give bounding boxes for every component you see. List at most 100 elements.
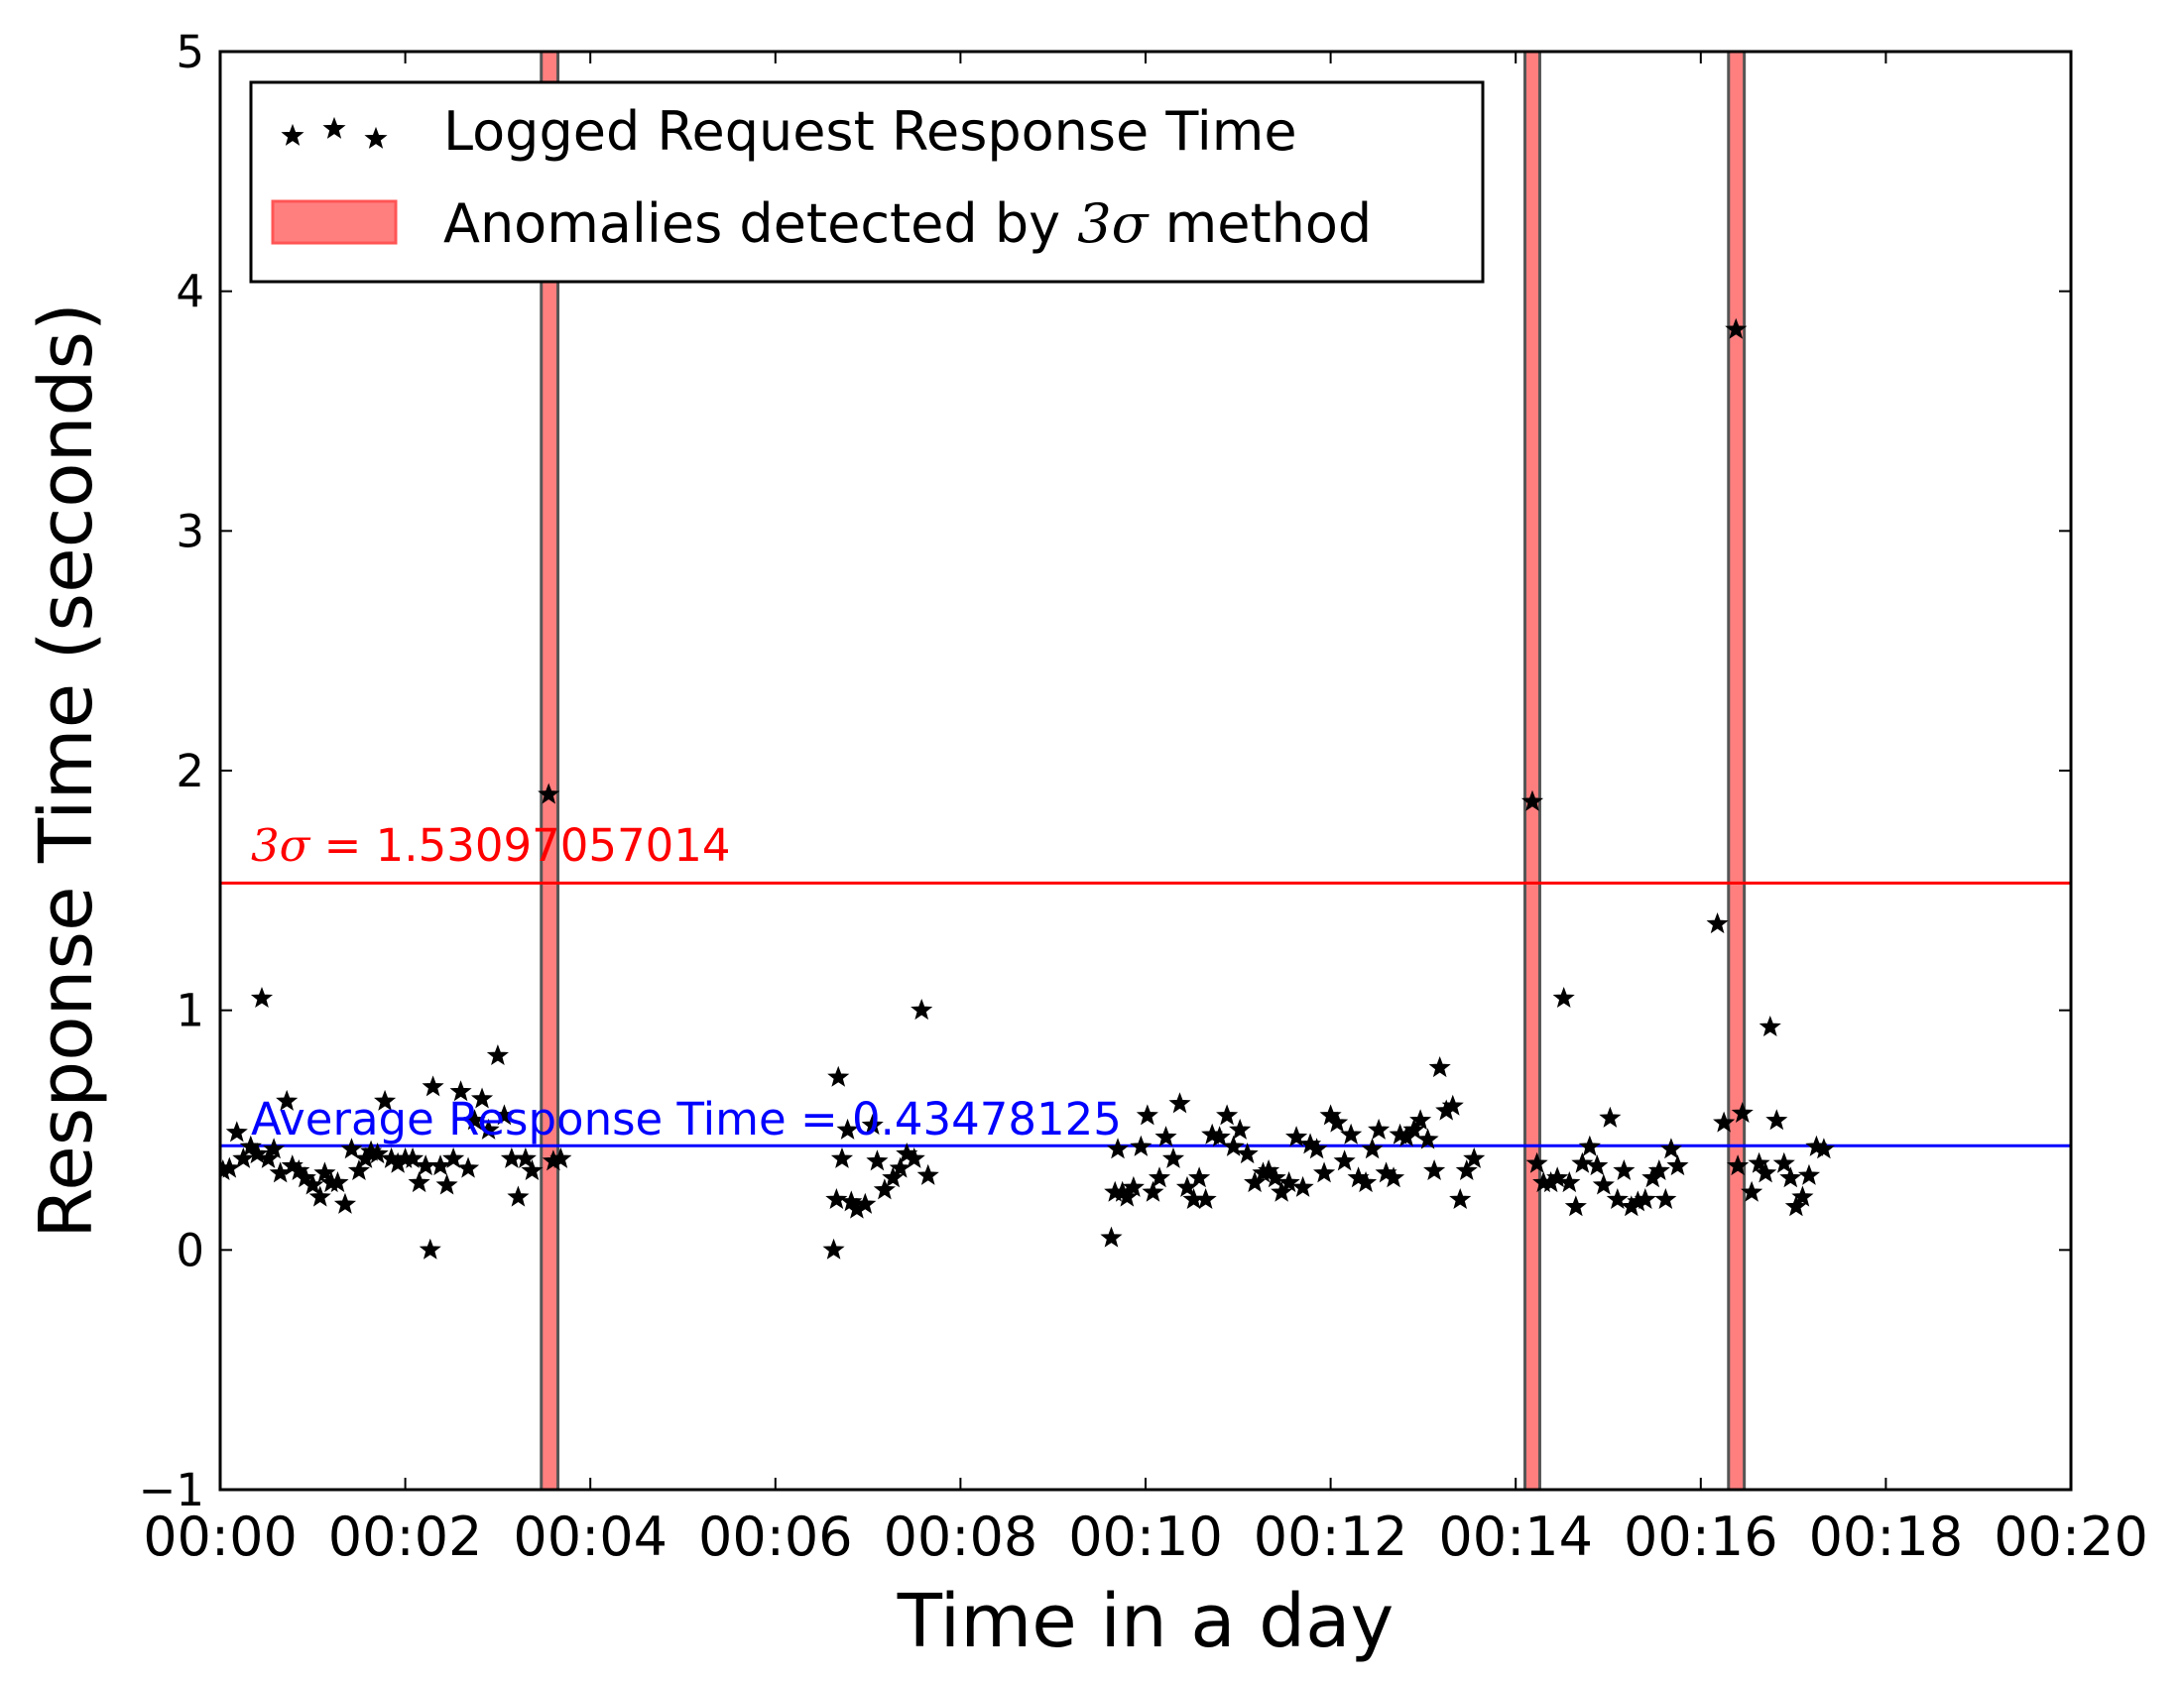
anomaly-band-2	[1523, 52, 1541, 1490]
data-point	[1713, 1111, 1736, 1133]
anomaly-band-1	[540, 52, 560, 1490]
x-tick-label: 00:08	[884, 1506, 1038, 1568]
data-point	[825, 1187, 848, 1209]
data-point	[1313, 1161, 1336, 1183]
data-point	[1455, 1158, 1478, 1180]
data-point	[1520, 789, 1544, 811]
data-point	[456, 1156, 480, 1178]
x-tick-label: 00:06	[698, 1506, 853, 1568]
three-sigma-value: = 1.53097057014	[309, 819, 730, 872]
x-axis-label: Time in a day	[897, 1579, 1395, 1664]
data-point	[1797, 1163, 1821, 1185]
data-point	[1100, 1226, 1123, 1248]
legend-anomaly-suffix: method	[1148, 192, 1372, 255]
data-point	[1463, 1146, 1486, 1168]
data-point	[374, 1089, 397, 1111]
data-point	[1706, 912, 1729, 934]
data-point	[1606, 1187, 1629, 1209]
data-point	[1188, 1166, 1211, 1188]
anomaly-bands	[540, 52, 1747, 1490]
data-point	[1759, 1015, 1781, 1036]
data-point	[1558, 1171, 1581, 1193]
data-point	[1136, 1104, 1158, 1126]
data-point	[250, 986, 274, 1008]
data-point	[402, 1146, 425, 1168]
data-point	[1264, 1166, 1286, 1188]
data-point	[1208, 1126, 1231, 1147]
data-point	[861, 1114, 884, 1136]
data-point	[514, 1146, 537, 1168]
data-point	[1409, 1109, 1432, 1131]
data-point	[1659, 1138, 1683, 1159]
data-point	[276, 1089, 299, 1111]
data-point	[246, 1143, 269, 1164]
data-point	[1599, 1106, 1622, 1128]
data-point	[326, 1171, 349, 1193]
data-point	[1423, 1158, 1446, 1180]
legend-star	[281, 123, 304, 146]
data-point	[333, 1192, 357, 1214]
data-point	[1441, 1094, 1464, 1116]
data-point	[549, 1146, 572, 1168]
data-point	[442, 1146, 465, 1168]
data-point	[1291, 1175, 1314, 1197]
data-point	[486, 1043, 509, 1065]
data-point	[916, 1163, 939, 1185]
x-tick-label: 00:20	[1994, 1506, 2148, 1568]
y-tick-label: 2	[176, 745, 204, 797]
data-point	[408, 1171, 430, 1193]
legend-frame	[249, 80, 1485, 284]
data-point	[1130, 1135, 1153, 1156]
data-point	[1244, 1171, 1267, 1193]
data-point	[1354, 1171, 1378, 1193]
data-point	[836, 1118, 859, 1140]
legend-anomaly-label: Anomalies detected by 3σ method	[443, 192, 1372, 255]
data-point	[1236, 1143, 1259, 1164]
legend-star	[364, 126, 388, 149]
legend-anomaly-swatch	[271, 199, 398, 245]
data-point	[1592, 1173, 1615, 1195]
data-point	[1168, 1092, 1191, 1114]
data-point	[827, 1065, 850, 1087]
x-tick-label: 00:00	[143, 1506, 298, 1568]
data-point	[1731, 1101, 1754, 1123]
data-point	[1222, 1135, 1245, 1156]
data-point	[1634, 1187, 1656, 1209]
y-axis-label: Response Time (seconds)	[24, 302, 109, 1239]
data-point	[882, 1166, 905, 1188]
legend-scatter-label: Logged Request Response Time	[443, 100, 1297, 163]
data-point	[419, 1238, 441, 1260]
data-point	[1361, 1138, 1384, 1159]
data-point	[1613, 1158, 1636, 1180]
anomaly-band-3	[1727, 52, 1747, 1490]
data-point	[257, 1146, 280, 1168]
legend: Logged Request Response Time Anomalies d…	[249, 80, 1485, 284]
data-point	[449, 1080, 472, 1102]
data-point	[1755, 1161, 1777, 1183]
data-point	[521, 1158, 544, 1180]
x-tick-label: 00:10	[1068, 1506, 1223, 1568]
y-tick-label: 4	[176, 266, 204, 318]
data-point	[1122, 1175, 1145, 1197]
data-point	[477, 1118, 500, 1140]
data-point	[1666, 1154, 1689, 1176]
data-point	[1748, 1151, 1770, 1173]
data-point	[1305, 1138, 1328, 1159]
three-sigma-symbol: 3σ	[251, 819, 311, 872]
data-point	[1552, 986, 1575, 1008]
data-point	[822, 1238, 845, 1260]
data-point	[347, 1158, 371, 1180]
data-point	[1194, 1187, 1217, 1209]
data-point	[1416, 1128, 1439, 1149]
data-point	[1271, 1180, 1293, 1202]
data-point	[830, 1146, 854, 1168]
data-point	[1765, 1109, 1788, 1131]
data-point	[538, 783, 560, 804]
data-point	[1725, 317, 1748, 339]
data-point	[1586, 1154, 1609, 1176]
data-point	[1779, 1166, 1802, 1188]
x-tick-label: 00:04	[513, 1506, 667, 1568]
data-point	[1449, 1187, 1472, 1209]
data-point	[1161, 1146, 1185, 1168]
data-point	[1216, 1104, 1239, 1126]
